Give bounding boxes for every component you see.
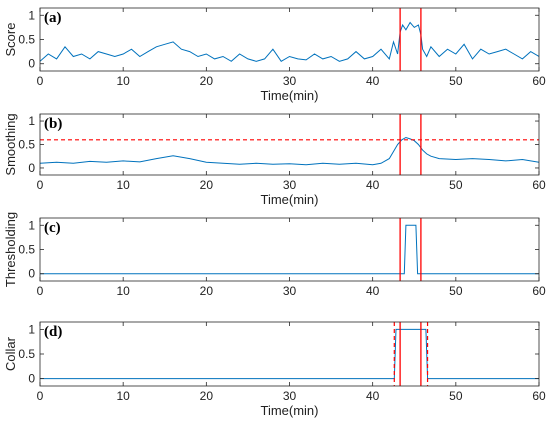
panel-label: (b) xyxy=(44,116,62,132)
series-line-1 xyxy=(40,136,539,166)
chart-panel-2: 0 10 20 30 40 50 60 0 0.5 1 Time(min) Smoothing (b) xyxy=(3,113,546,207)
x-tick-label: 10 xyxy=(116,74,130,88)
y-tick-label: 0.5 xyxy=(18,33,35,47)
y-tick-label: 0.5 xyxy=(18,243,35,257)
x-tick-label: 30 xyxy=(283,178,297,192)
y-tick-label: 1 xyxy=(28,322,35,336)
x-tick-label: 30 xyxy=(283,74,297,88)
x-tick-label: 20 xyxy=(200,389,214,403)
y-tick-label: 0 xyxy=(28,57,35,71)
chart-panel-4: 0 10 20 30 40 50 60 0 0.5 1 Time(min) Collar (d) xyxy=(3,321,546,418)
x-tick-label: 10 xyxy=(116,178,130,192)
x-tick-label: 10 xyxy=(116,389,130,403)
x-tick-label: 40 xyxy=(366,284,380,298)
x-tick-label: 40 xyxy=(366,389,380,403)
x-tick-label: 60 xyxy=(532,178,546,192)
x-tick-label: 0 xyxy=(37,284,44,298)
x-tick-label: 50 xyxy=(449,178,463,192)
x-tick-label: 40 xyxy=(366,178,380,192)
x-axis-label: Time(min) xyxy=(260,88,318,103)
x-tick-label: 60 xyxy=(532,284,546,298)
x-tick-label: 30 xyxy=(283,284,297,298)
x-tick-label: 20 xyxy=(200,178,214,192)
axes-box xyxy=(39,321,540,387)
x-tick-label: 10 xyxy=(116,284,130,298)
panel-label: (c) xyxy=(44,220,61,236)
y-tick-label: 0 xyxy=(28,267,35,281)
x-axis-label: Time(min) xyxy=(260,403,318,418)
axes-box xyxy=(39,7,540,72)
x-tick-label: 20 xyxy=(200,284,214,298)
axes-box xyxy=(39,113,540,176)
panel-label: (a) xyxy=(44,10,62,26)
y-axis-label: Smoothing xyxy=(3,113,18,175)
x-tick-label: 0 xyxy=(37,74,44,88)
series-line-1 xyxy=(40,224,539,275)
axes-box xyxy=(39,217,540,282)
y-tick-label: 1 xyxy=(28,218,35,232)
y-tick-label: 1 xyxy=(28,8,35,22)
y-axis-label: Collar xyxy=(3,336,18,371)
y-axis-label: Score xyxy=(3,23,18,57)
x-tick-label: 50 xyxy=(449,74,463,88)
x-tick-label: 20 xyxy=(200,74,214,88)
x-tick-label: 40 xyxy=(366,74,380,88)
x-tick-label: 60 xyxy=(532,389,546,403)
x-tick-label: 0 xyxy=(37,389,44,403)
x-tick-label: 50 xyxy=(449,389,463,403)
y-tick-label: 0 xyxy=(28,372,35,386)
y-axis-label: Thresholding xyxy=(3,212,18,287)
chart-panel-3: 0 10 20 30 40 50 60 0 0.5 1 Thresholding (c) xyxy=(3,212,546,298)
panel-label: (d) xyxy=(44,324,62,340)
x-axis-label: Time(min) xyxy=(260,192,318,207)
x-tick-label: 0 xyxy=(37,178,44,192)
y-tick-label: 0.5 xyxy=(18,138,35,152)
series-line-1 xyxy=(40,21,539,62)
x-tick-label: 30 xyxy=(283,389,297,403)
y-tick-label: 0 xyxy=(28,161,35,175)
x-tick-label: 50 xyxy=(449,284,463,298)
chart-panel-1: 0 10 20 30 40 50 60 0 0.5 1 Time(min) Score (a) xyxy=(3,7,546,103)
y-tick-label: 0.5 xyxy=(18,347,35,361)
series-line-1 xyxy=(40,328,539,380)
y-tick-label: 1 xyxy=(28,114,35,128)
x-tick-label: 60 xyxy=(532,74,546,88)
